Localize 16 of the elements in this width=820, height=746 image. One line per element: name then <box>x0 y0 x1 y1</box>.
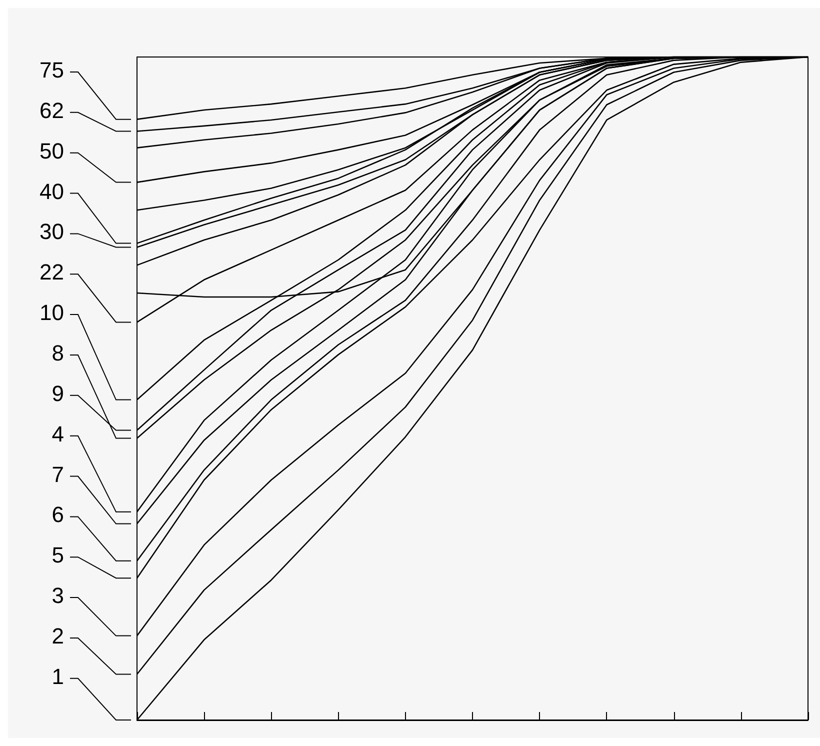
text: 4 <box>52 421 64 446</box>
text: 1 <box>52 664 64 689</box>
legend-label: 62 <box>40 98 64 123</box>
text: 9 <box>52 380 64 406</box>
text: 2 <box>52 623 64 648</box>
legend-label: 30 <box>40 219 64 244</box>
text: 75 <box>40 58 64 82</box>
text: 7 <box>52 462 64 487</box>
legend-label: 6 <box>52 502 64 528</box>
text: 22 <box>40 260 64 285</box>
text: 50 <box>40 138 64 164</box>
legend-label: 5 <box>52 542 64 568</box>
text: 3 <box>52 583 64 608</box>
text: 8 <box>52 340 64 366</box>
text: 40 <box>40 178 64 204</box>
text: 10 <box>40 300 64 326</box>
